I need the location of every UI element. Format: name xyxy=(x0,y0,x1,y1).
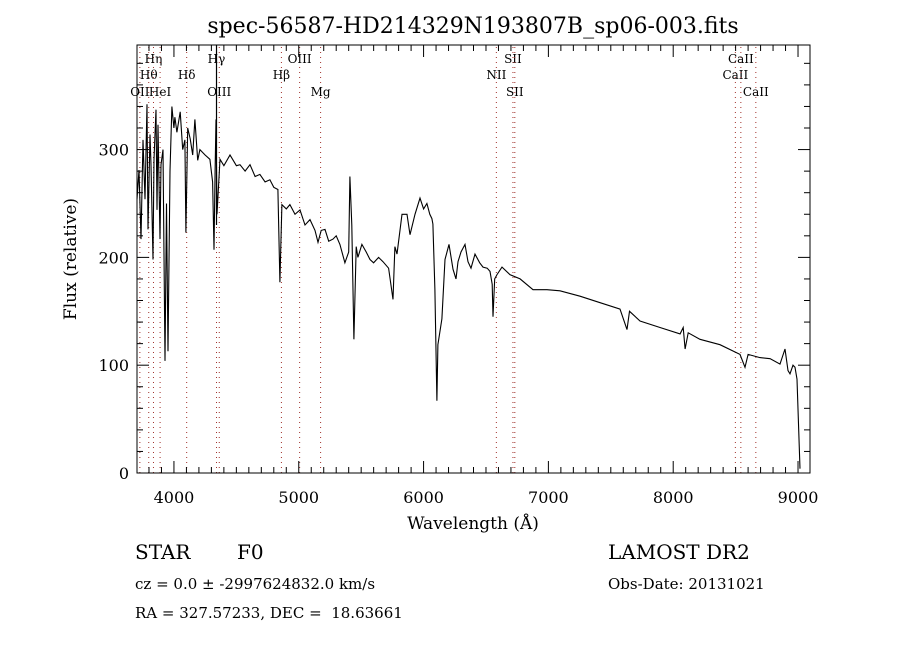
line-marker-label: OIII xyxy=(288,52,312,66)
line-marker-label: OIII xyxy=(207,85,231,99)
y-tick-label: 100 xyxy=(98,356,129,375)
line-marker-label: CaII xyxy=(743,85,769,99)
x-tick-label: 4000 xyxy=(154,488,195,507)
line-marker-label: Hη xyxy=(145,52,163,66)
x-tick-label: 8000 xyxy=(653,488,694,507)
spectrum-line xyxy=(136,104,801,469)
x-axis-label: Wavelength (Å) xyxy=(407,513,539,534)
survey-name: LAMOST DR2 xyxy=(608,540,750,564)
x-tick-label: 7000 xyxy=(528,488,569,507)
y-tick-label: 200 xyxy=(98,248,129,267)
line-marker-label: SII xyxy=(504,52,522,66)
y-tick-label: 300 xyxy=(98,141,129,160)
x-tick-label: 5000 xyxy=(278,488,319,507)
subclass: F0 xyxy=(237,540,264,564)
series-group xyxy=(136,45,801,469)
object-type: STAR xyxy=(135,540,191,564)
line-marker-label: CaII xyxy=(722,68,748,82)
redshift-cz: cz = 0.0 ± -2997624832.0 km/s xyxy=(135,575,376,593)
line-marker-label: Hβ xyxy=(273,68,290,82)
chart-title: spec-56587-HD214329N193807B_sp06-003.fit… xyxy=(207,14,738,39)
line-marker-label: Hδ xyxy=(178,68,196,82)
obs-date: Obs-Date: 20131021 xyxy=(608,575,765,593)
line-marker-label: HeI xyxy=(149,85,172,99)
y-tick-label: 0 xyxy=(119,464,129,483)
coordinates: RA = 327.57233, DEC = 18.63661 xyxy=(135,604,403,622)
line-marker-label: Hθ xyxy=(140,68,158,82)
axes: 4000 5000 6000 7000 8000 9000 0 100 200 300 xyxy=(98,44,819,507)
y-axis-label: Flux (relative) xyxy=(61,198,81,320)
line-marker-label: SII xyxy=(506,85,524,99)
line-marker-label: CaII xyxy=(728,52,754,66)
x-tick-label: 6000 xyxy=(403,488,444,507)
line-marker-label: OII xyxy=(130,85,150,99)
x-tick-label: 9000 xyxy=(778,488,819,507)
line-marker-label: Mg xyxy=(311,85,331,99)
line-markers: OIIHθHηHeIHδHγOIIIHβOIIIMgNIISIISIICaIIC… xyxy=(130,47,769,473)
line-marker-label: NII xyxy=(486,68,506,82)
